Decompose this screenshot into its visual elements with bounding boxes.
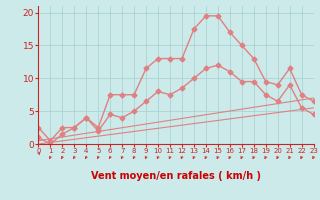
X-axis label: Vent moyen/en rafales ( km/h ): Vent moyen/en rafales ( km/h )	[91, 171, 261, 181]
